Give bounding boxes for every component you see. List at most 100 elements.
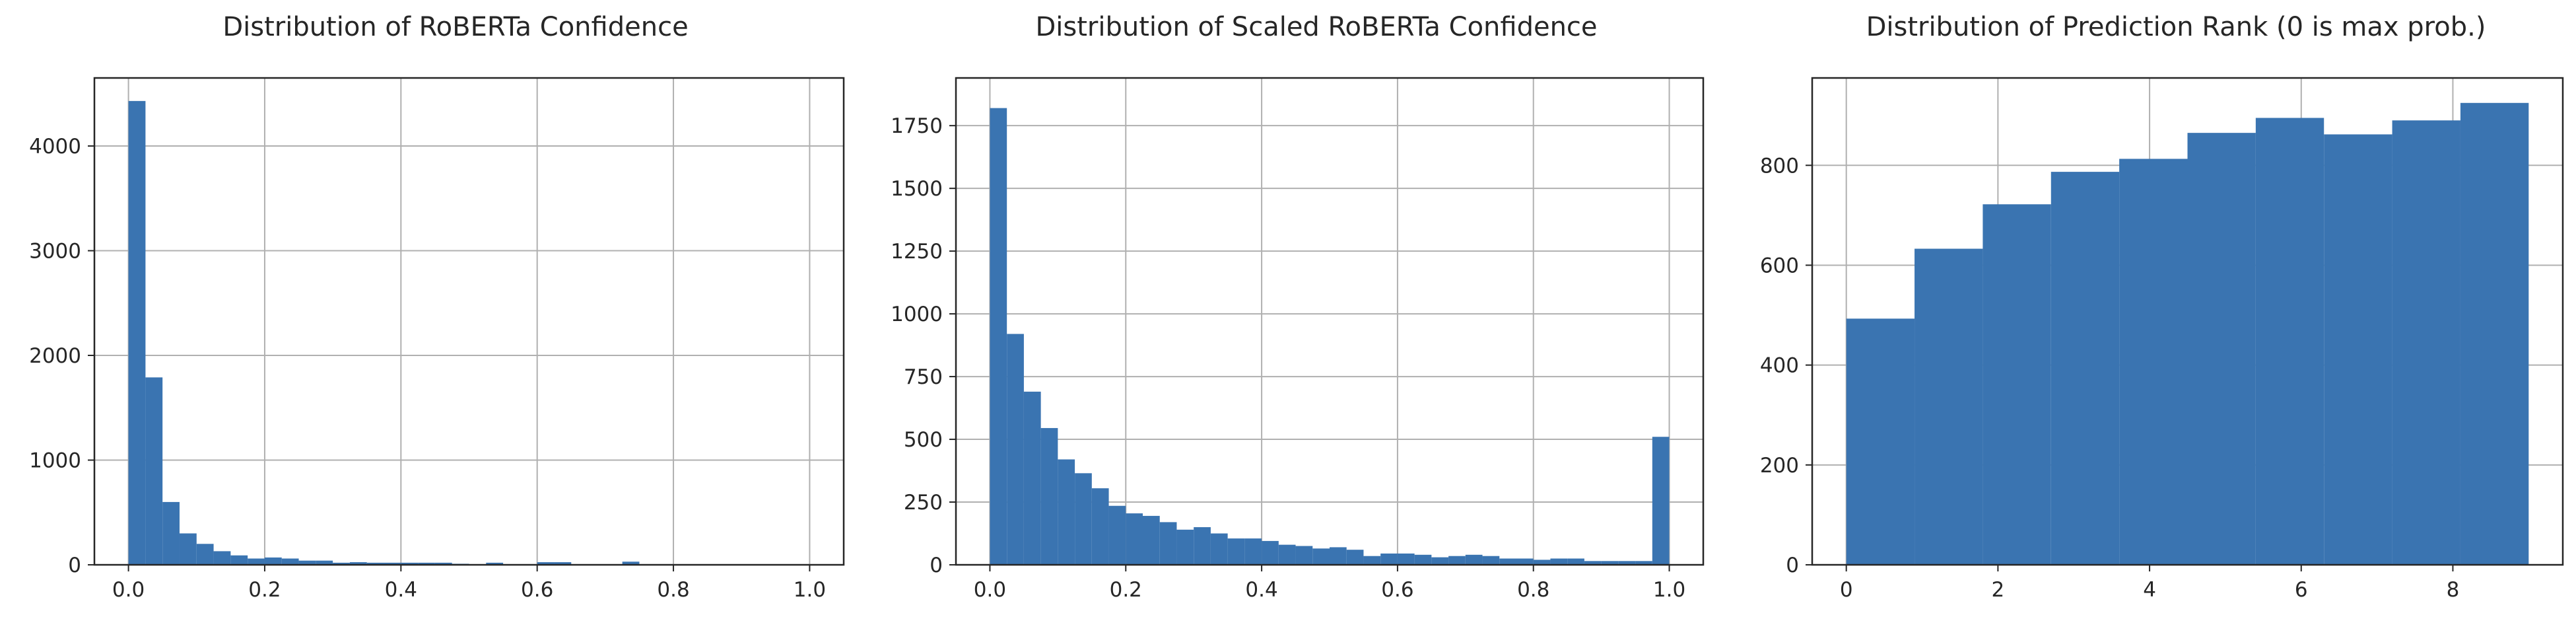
histogram-bar xyxy=(179,533,197,565)
histogram-bar xyxy=(1023,391,1041,565)
histogram-bar xyxy=(486,562,504,565)
histogram-bar xyxy=(281,558,299,565)
histogram-bar xyxy=(1227,538,1245,565)
histogram-bar xyxy=(1601,561,1619,565)
histogram-bar xyxy=(1194,527,1211,565)
x-tick-label: 0.0 xyxy=(112,578,145,602)
histogram-bar xyxy=(1499,558,1516,565)
histogram-bar xyxy=(1176,529,1194,565)
histogram-bar xyxy=(2392,120,2460,565)
histogram-bar xyxy=(1108,505,1126,565)
histogram-bar xyxy=(1126,513,1143,565)
histogram-bar xyxy=(1846,318,1915,565)
histogram-bar xyxy=(128,100,146,565)
histogram-bar xyxy=(1040,427,1058,565)
x-tick-label: 1.0 xyxy=(1653,578,1685,602)
histogram-bar xyxy=(2187,133,2256,565)
y-tick-label: 1000 xyxy=(891,303,943,326)
histogram-bar xyxy=(2255,118,2324,565)
histogram-bar xyxy=(264,557,282,565)
chart-title-prediction-rank: Distribution of Prediction Rank (0 is ma… xyxy=(1866,12,2486,42)
histogram-bar xyxy=(1330,547,1347,565)
x-tick-label: 0.6 xyxy=(521,578,553,602)
histogram-bar xyxy=(1210,533,1228,565)
histogram-bar xyxy=(1431,557,1449,565)
histogram-bar xyxy=(1363,556,1381,565)
y-tick-label: 600 xyxy=(1760,254,1799,277)
x-tick-label: 2 xyxy=(1992,578,2005,602)
axes-frame xyxy=(1811,77,2564,566)
histogram-bar xyxy=(196,544,214,565)
y-tick-label: 400 xyxy=(1760,354,1799,378)
histogram-bar xyxy=(1618,561,1636,565)
histogram-bar xyxy=(162,501,180,565)
histogram-bar xyxy=(1143,515,1160,565)
x-tick-label: 0.8 xyxy=(1517,578,1549,602)
histogram-bar xyxy=(230,555,248,565)
histogram-bar xyxy=(2460,102,2529,565)
histogram-bar xyxy=(1295,546,1313,565)
histogram-bar xyxy=(434,562,452,565)
histogram-bar xyxy=(1533,560,1551,565)
histogram-bar xyxy=(622,562,640,565)
histogram-bar xyxy=(1278,544,1296,565)
y-tick-label: 800 xyxy=(1760,154,1799,178)
histogram-bar xyxy=(418,562,435,565)
histogram-bar xyxy=(1007,334,1024,565)
y-tick-label: 1750 xyxy=(891,114,943,138)
y-tick-label: 3000 xyxy=(29,240,81,264)
histogram-bar xyxy=(298,560,316,565)
histogram-bar xyxy=(333,562,350,565)
y-tick-label: 2000 xyxy=(29,344,81,368)
histogram-bar xyxy=(1652,437,1670,565)
chart-title-roberta-confidence: Distribution of RoBERTa Confidence xyxy=(222,12,689,42)
x-tick-label: 8 xyxy=(2447,578,2460,602)
y-tick-label: 1500 xyxy=(891,177,943,201)
histogram-bar xyxy=(1244,538,1262,565)
histogram-bar xyxy=(1635,561,1652,565)
histogram-bar xyxy=(1414,554,1432,565)
chart-title-scaled-roberta-confidence: Distribution of Scaled RoBERTa Confidenc… xyxy=(1035,12,1598,42)
histogram-bar xyxy=(1915,248,1983,565)
y-tick-label: 500 xyxy=(904,428,943,452)
x-tick-label: 0.4 xyxy=(1245,578,1277,602)
x-tick-label: 0.2 xyxy=(1110,578,1142,602)
histogram-bar xyxy=(990,108,1007,565)
histogram-bar xyxy=(401,562,419,565)
histogram-bar xyxy=(384,562,401,565)
x-tick-label: 0.0 xyxy=(974,578,1006,602)
histogram-bar xyxy=(366,562,384,565)
histogram-bar xyxy=(2324,134,2392,565)
histogram-bar xyxy=(1091,488,1109,565)
histogram-bar xyxy=(1058,459,1075,565)
histogram-bar xyxy=(1584,561,1602,565)
y-tick-label: 0 xyxy=(68,554,81,577)
histogram-bar xyxy=(213,551,231,565)
x-tick-label: 6 xyxy=(2295,578,2308,602)
y-tick-label: 250 xyxy=(904,491,943,515)
x-tick-label: 0 xyxy=(1840,578,1853,602)
histogram-bar xyxy=(1075,473,1092,565)
y-tick-label: 0 xyxy=(1786,554,1799,577)
x-tick-label: 0.4 xyxy=(385,578,417,602)
x-tick-label: 0.2 xyxy=(248,578,281,602)
histogram-bar xyxy=(554,562,572,565)
histogram-bar xyxy=(1516,558,1534,565)
histogram-bar xyxy=(248,558,265,565)
x-tick-label: 0.6 xyxy=(1381,578,1413,602)
histogram-bar xyxy=(1482,556,1500,565)
histogram-bar xyxy=(1346,550,1364,565)
histogram-bar xyxy=(1567,558,1584,565)
axes-frame xyxy=(93,77,845,566)
y-tick-label: 200 xyxy=(1760,454,1799,478)
histogram-bar xyxy=(1262,540,1279,565)
histogram-bar xyxy=(1397,553,1415,565)
histogram-bar xyxy=(1983,204,2051,565)
axes-frame xyxy=(955,77,1705,566)
histogram-bar xyxy=(1312,548,1330,565)
histogram-bar xyxy=(349,562,367,565)
